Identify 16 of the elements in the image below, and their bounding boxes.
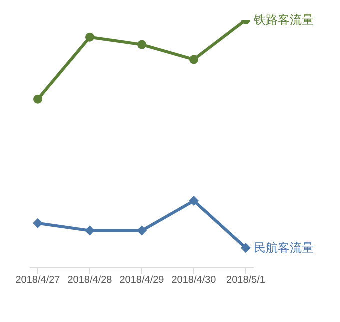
point: [189, 196, 199, 206]
x-tick-label: 2018/4/27: [16, 275, 61, 286]
point: [190, 55, 198, 64]
series-label: 铁路客流量: [253, 13, 314, 27]
point: [241, 243, 251, 254]
point: [85, 226, 95, 236]
point: [86, 32, 94, 42]
point: [137, 226, 147, 236]
x-tick-label: 2018/4/28: [68, 275, 113, 286]
series-label: 民航客流量: [254, 241, 314, 256]
point: [33, 218, 43, 228]
x-tick-label: 2018/4/30: [172, 275, 217, 286]
point: [34, 94, 42, 104]
point: [138, 40, 146, 50]
x-tick-label: 2018/4/29: [120, 275, 165, 286]
x-tick-label: 2018/5/1: [226, 275, 266, 286]
